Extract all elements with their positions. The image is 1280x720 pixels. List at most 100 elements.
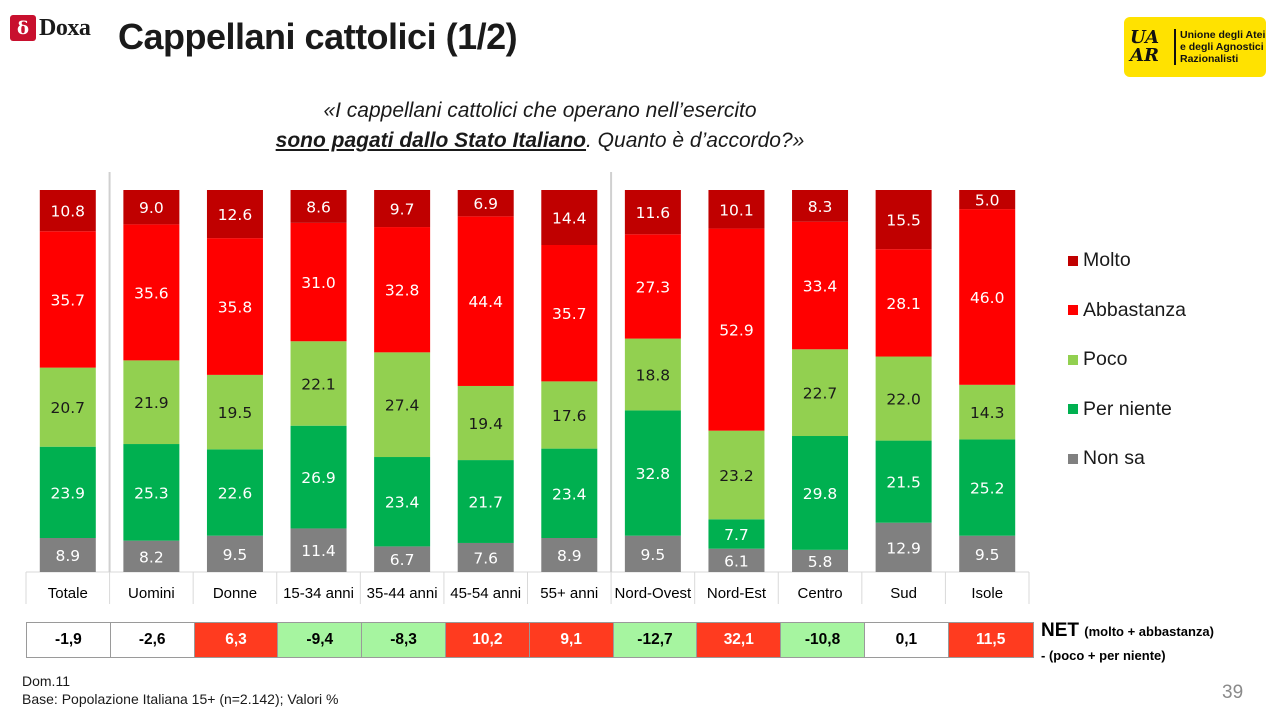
data-label-molto: 8.6	[306, 198, 331, 216]
bar-segment-non-sa	[206, 535, 263, 572]
bar-segment-per-niente	[39, 446, 96, 539]
net-cell: 10,2	[445, 623, 530, 657]
bar-segment-non-sa	[792, 549, 849, 572]
bar-segment-non-sa	[457, 542, 514, 572]
data-label-abbastanza: 35.8	[218, 299, 253, 317]
bar-segment-abbastanza	[290, 222, 347, 342]
legend-swatch	[1068, 453, 1078, 464]
data-label-poco: 14.3	[970, 404, 1005, 422]
net-cell: -8,3	[362, 623, 446, 657]
bar-segment-poco	[959, 384, 1016, 440]
data-label-non-sa: 8.2	[139, 548, 164, 566]
legend-label: Non sa	[1083, 447, 1145, 470]
data-label-abbastanza: 27.3	[636, 278, 671, 296]
bar-segment-poco	[457, 385, 514, 461]
bar-segment-molto	[541, 190, 598, 246]
data-label-abbastanza: 44.4	[468, 293, 503, 311]
net-subtitle: - (poco + per niente)	[1041, 648, 1166, 663]
net-cell: 11,5	[948, 623, 1033, 657]
data-label-molto: 10.8	[51, 203, 86, 221]
net-cell: -1,9	[27, 623, 111, 657]
data-label-molto: 10.1	[719, 201, 754, 219]
bar-segment-poco	[206, 374, 263, 450]
legend-item: Per niente	[1068, 385, 1186, 435]
bar-segment-abbastanza	[708, 228, 765, 431]
category-label: 15-34 anni	[283, 585, 354, 602]
data-label-per-niente: 23.9	[51, 484, 86, 502]
bar-segment-per-niente	[123, 444, 180, 541]
data-label-poco: 17.6	[552, 407, 587, 425]
bar-segment-per-niente	[290, 425, 347, 529]
doxa-logo: δ Doxa	[10, 14, 91, 42]
doxa-logo-icon: δ	[10, 15, 36, 41]
doxa-logo-text: Doxa	[39, 14, 91, 41]
bar-segment-per-niente	[457, 460, 514, 543]
bar-segment-abbastanza	[959, 209, 1016, 385]
footnote: Dom.11 Base: Popolazione Italiana 15+ (n…	[22, 672, 339, 708]
data-label-abbastanza: 32.8	[385, 282, 420, 300]
data-label-molto: 14.4	[552, 210, 587, 228]
data-label-poco: 22.1	[301, 375, 336, 393]
bar-segment-poco	[792, 349, 849, 437]
data-label-non-sa: 6.7	[390, 551, 415, 569]
data-label-poco: 23.2	[719, 467, 754, 485]
bar-segment-per-niente	[624, 410, 681, 536]
data-label-poco: 21.9	[134, 394, 169, 412]
bar-segment-non-sa	[708, 548, 765, 572]
bar-segment-non-sa	[624, 535, 681, 572]
data-label-per-niente: 26.9	[301, 469, 336, 487]
legend-item: Molto	[1068, 236, 1186, 286]
data-label-abbastanza: 52.9	[719, 322, 754, 340]
bar-segment-non-sa	[541, 538, 598, 572]
question-line-2: sono pagati dallo Stato Italiano. Quanto…	[0, 126, 1080, 156]
survey-question: «I cappellani cattolici che operano nell…	[0, 96, 1080, 156]
bar-segment-poco	[875, 356, 932, 441]
data-label-poco: 18.8	[636, 367, 671, 385]
data-label-abbastanza: 28.1	[886, 295, 921, 313]
data-label-molto: 15.5	[886, 212, 921, 230]
bar-segment-molto	[624, 190, 681, 235]
data-label-non-sa: 7.6	[473, 549, 498, 567]
bar-segment-non-sa	[123, 540, 180, 572]
data-label-per-niente: 23.4	[385, 494, 420, 512]
bar-segment-molto	[708, 190, 765, 229]
category-label: Centro	[798, 585, 843, 602]
legend-item: Non sa	[1068, 434, 1186, 484]
bar-segment-molto	[959, 190, 1016, 210]
data-label-molto: 11.6	[636, 204, 671, 222]
bar-segment-per-niente	[374, 457, 431, 547]
data-label-abbastanza: 35.7	[552, 305, 587, 323]
bar-segment-poco	[541, 381, 598, 449]
net-table: -1,9 -2,6 6,3 -9,4 -8,3 10,2 9,1 -12,7 32,1 -10,8…	[26, 622, 1034, 658]
question-line-2-rest: . Quanto è d’accordo?»	[586, 129, 805, 152]
data-label-abbastanza: 33.4	[803, 278, 838, 296]
legend-label: Molto	[1083, 249, 1131, 272]
bar-segment-poco	[708, 430, 765, 520]
legend-swatch	[1068, 305, 1078, 316]
data-label-molto: 5.0	[975, 192, 1000, 210]
data-label-poco: 27.4	[385, 397, 420, 415]
bar-segment-poco	[39, 367, 96, 447]
category-label: Nord-Ovest	[615, 585, 693, 602]
bar-segment-abbastanza	[374, 227, 431, 353]
net-cell: 9,1	[529, 623, 614, 657]
bar-segment-poco	[290, 341, 347, 426]
net-cell: 0,1	[864, 623, 949, 657]
data-label-abbastanza: 31.0	[301, 274, 336, 292]
data-label-per-niente: 25.2	[970, 480, 1005, 498]
net-cell: 6,3	[194, 623, 279, 657]
bar-segment-non-sa	[959, 535, 1016, 572]
uaar-logo-icon: UA AR	[1130, 27, 1160, 66]
bar-segment-per-niente	[875, 440, 932, 523]
bar-segment-molto	[457, 190, 514, 217]
bar-segment-abbastanza	[624, 234, 681, 339]
net-cell: -9,4	[278, 623, 363, 657]
data-label-per-niente: 32.8	[636, 465, 671, 483]
category-label: 55+ anni	[540, 585, 598, 602]
footnote-base: Base: Popolazione Italiana 15+ (n=2.142)…	[22, 691, 339, 707]
data-label-non-sa: 6.1	[724, 552, 749, 570]
question-line-1: «I cappellani cattolici che operano nell…	[323, 99, 757, 122]
bar-segment-poco	[624, 338, 681, 411]
bar-segment-molto	[39, 190, 96, 232]
